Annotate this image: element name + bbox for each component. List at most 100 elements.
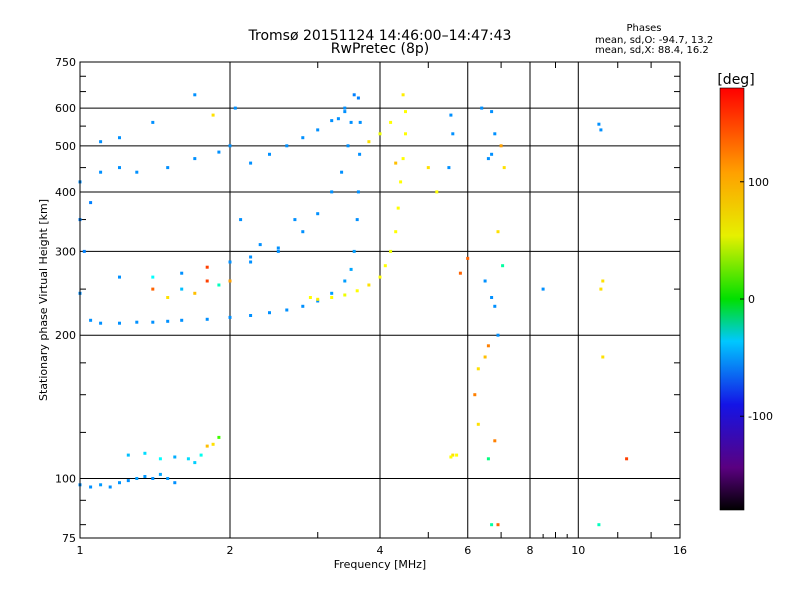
data-point bbox=[249, 260, 253, 264]
data-point bbox=[193, 291, 197, 295]
data-point bbox=[476, 367, 480, 371]
data-point bbox=[343, 110, 347, 114]
data-point bbox=[118, 481, 121, 485]
data-point bbox=[449, 455, 453, 459]
data-point bbox=[358, 152, 362, 156]
data-point bbox=[316, 297, 320, 301]
colorbar-tick-label: 0 bbox=[748, 293, 755, 306]
data-point bbox=[330, 296, 334, 299]
chart-title: Tromsø 20151124 14:46:00–14:47:43 bbox=[248, 28, 512, 44]
data-point bbox=[473, 393, 477, 397]
x-tick-label: 6 bbox=[464, 544, 471, 557]
data-point bbox=[166, 319, 170, 323]
data-point bbox=[401, 93, 405, 97]
data-point bbox=[143, 451, 147, 455]
data-point bbox=[166, 477, 170, 480]
data-point bbox=[199, 453, 203, 457]
data-point bbox=[316, 299, 320, 303]
data-point bbox=[301, 230, 305, 234]
y-tick-label: 200 bbox=[55, 329, 76, 342]
data-point bbox=[301, 136, 305, 140]
plot-frame bbox=[79, 61, 681, 539]
colorbar: [deg] 100 0 -100 bbox=[717, 72, 773, 511]
data-point bbox=[501, 264, 505, 268]
data-point bbox=[493, 439, 497, 443]
y-tick-label: 750 bbox=[55, 56, 76, 69]
y-tick-label: 100 bbox=[55, 473, 76, 486]
data-point bbox=[135, 170, 139, 174]
data-point bbox=[343, 106, 347, 110]
data-point bbox=[399, 180, 403, 184]
data-point bbox=[228, 260, 232, 264]
data-point bbox=[180, 287, 184, 291]
data-point bbox=[99, 483, 103, 487]
data-point bbox=[355, 289, 359, 293]
data-point bbox=[383, 264, 387, 268]
data-point bbox=[352, 93, 356, 97]
data-point bbox=[205, 317, 209, 321]
data-points bbox=[78, 93, 629, 527]
data-point bbox=[451, 132, 455, 136]
data-point bbox=[285, 308, 289, 312]
y-tick-label: 75 bbox=[62, 532, 76, 545]
data-point bbox=[135, 477, 139, 480]
x-tick-label: 4 bbox=[377, 544, 384, 557]
data-point bbox=[490, 152, 494, 156]
data-point bbox=[367, 140, 371, 144]
colorbar-tick-label: 100 bbox=[748, 176, 769, 189]
data-point bbox=[358, 120, 362, 124]
data-point bbox=[193, 461, 197, 465]
chart-subtitle: RwPretec (8p) bbox=[331, 41, 429, 57]
data-point bbox=[308, 296, 312, 299]
data-point bbox=[486, 344, 490, 348]
data-point bbox=[496, 523, 500, 527]
data-point bbox=[486, 457, 490, 461]
data-point bbox=[490, 296, 494, 299]
data-point bbox=[151, 287, 155, 291]
data-point bbox=[99, 170, 103, 174]
data-point bbox=[336, 117, 340, 121]
data-point bbox=[143, 475, 147, 478]
data-point bbox=[151, 320, 155, 324]
data-point bbox=[228, 279, 232, 283]
data-point bbox=[396, 206, 400, 210]
x-tick-label: 10 bbox=[571, 544, 585, 557]
x-tick-label: 16 bbox=[673, 544, 687, 557]
data-point bbox=[193, 157, 197, 161]
title-block: Tromsø 20151124 14:46:00–14:47:43 RwPret… bbox=[248, 28, 512, 57]
data-point bbox=[625, 457, 629, 461]
data-point bbox=[541, 287, 545, 291]
data-point bbox=[404, 132, 407, 136]
data-point bbox=[316, 128, 320, 132]
data-point bbox=[356, 96, 360, 100]
data-point bbox=[151, 275, 155, 279]
data-point bbox=[355, 218, 359, 222]
data-point bbox=[126, 453, 130, 457]
y-tick-labels: 75 100 200 300 400 500 600 750 bbox=[55, 56, 76, 545]
data-point bbox=[217, 435, 221, 439]
data-point bbox=[89, 318, 93, 322]
data-point bbox=[118, 321, 121, 325]
data-point bbox=[316, 212, 320, 216]
data-point bbox=[108, 485, 112, 489]
data-point bbox=[404, 110, 407, 114]
data-point bbox=[239, 218, 243, 222]
data-point bbox=[268, 311, 271, 315]
data-point bbox=[455, 453, 459, 457]
data-point bbox=[356, 190, 360, 194]
data-point bbox=[480, 106, 484, 110]
data-point bbox=[258, 243, 262, 247]
data-point bbox=[166, 296, 170, 299]
data-point bbox=[211, 442, 215, 446]
data-point bbox=[276, 249, 280, 253]
colorbar-ticks: 100 0 -100 bbox=[740, 176, 773, 423]
data-point bbox=[493, 132, 497, 136]
data-point bbox=[173, 455, 177, 459]
grid bbox=[80, 62, 680, 538]
data-point bbox=[502, 166, 506, 170]
data-point bbox=[211, 113, 215, 117]
data-point bbox=[343, 293, 347, 297]
data-point bbox=[394, 161, 398, 165]
data-point bbox=[186, 457, 190, 461]
